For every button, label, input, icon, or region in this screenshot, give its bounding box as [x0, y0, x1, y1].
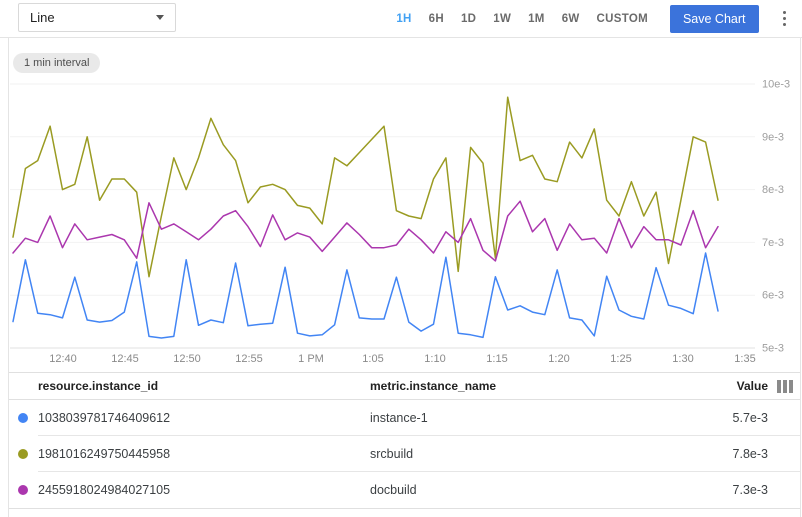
time-range-6w[interactable]: 6W	[561, 12, 580, 25]
svg-text:1:20: 1:20	[548, 353, 569, 365]
more-options-icon[interactable]	[777, 7, 793, 31]
column-header-instance-name: metric.instance_name	[370, 379, 497, 393]
time-range-1w[interactable]: 1W	[493, 12, 512, 25]
svg-text:12:55: 12:55	[235, 353, 263, 365]
series-color-dot	[18, 449, 28, 459]
svg-text:6e-3: 6e-3	[762, 290, 784, 302]
svg-text:1:35: 1:35	[734, 353, 755, 365]
svg-text:8e-3: 8e-3	[762, 184, 784, 196]
chart-toolbar: Line 1H 6H 1D 1W 1M 6W CUSTOM Save Chart	[0, 0, 802, 38]
column-header-instance-id: resource.instance_id	[38, 379, 159, 393]
cell-instance-id: 2455918024984027105	[38, 483, 171, 497]
chart-type-select[interactable]: Line	[18, 3, 176, 32]
series-line-instance-1	[12, 252, 719, 339]
svg-text:1:15: 1:15	[486, 353, 507, 365]
svg-text:1:10: 1:10	[424, 353, 445, 365]
save-chart-button[interactable]: Save Chart	[669, 4, 759, 33]
chevron-down-icon	[156, 15, 164, 20]
cell-value: 7.8e-3	[732, 447, 768, 461]
time-range-selector: 1H 6H 1D 1W 1M 6W CUSTOM	[396, 13, 648, 25]
svg-text:12:50: 12:50	[173, 353, 201, 365]
svg-text:10e-3: 10e-3	[762, 79, 790, 91]
toolbar-right-group: 1H 6H 1D 1W 1M 6W CUSTOM Save Chart	[396, 0, 792, 37]
svg-text:1:30: 1:30	[672, 353, 693, 365]
svg-text:7e-3: 7e-3	[762, 237, 784, 249]
card-right-border	[800, 38, 801, 517]
series-color-dot	[18, 413, 28, 423]
time-range-1m[interactable]: 1M	[528, 12, 545, 25]
svg-text:5e-3: 5e-3	[762, 343, 784, 355]
time-range-1h[interactable]: 1H	[396, 12, 412, 25]
series-line-docbuild	[12, 200, 719, 262]
time-range-1d[interactable]: 1D	[460, 12, 477, 25]
table-row-docbuild[interactable]: 2455918024984027105 docbuild 7.3e-3	[9, 472, 800, 508]
cell-instance-id: 1038039781746409612	[38, 411, 171, 425]
svg-text:1:05: 1:05	[362, 353, 383, 365]
column-header-value: Value	[736, 379, 768, 393]
svg-text:1 PM: 1 PM	[298, 353, 324, 365]
table-row-instance-1[interactable]: 1038039781746409612 instance-1 5.7e-3	[9, 400, 800, 436]
svg-text:12:40: 12:40	[49, 353, 77, 365]
cell-instance-name: srcbuild	[370, 447, 414, 461]
chart-gridlines	[10, 83, 755, 349]
series-line-srcbuild	[12, 96, 719, 278]
series-table: resource.instance_id metric.instance_nam…	[9, 372, 800, 517]
svg-text:1:25: 1:25	[610, 353, 631, 365]
line-chart[interactable]: 5e-3 6e-3 7e-3 8e-3 9e-3 10e-3 12:40 12:45 12:50…	[0, 73, 802, 373]
cell-instance-name: instance-1	[370, 411, 428, 425]
table-row-srcbuild[interactable]: 1981016249750445958 srcbuild 7.8e-3	[9, 436, 800, 472]
cell-instance-name: docbuild	[370, 483, 417, 497]
chart-type-value: Line	[30, 10, 55, 25]
svg-text:9e-3: 9e-3	[762, 131, 784, 143]
interval-badge: 1 min interval	[13, 53, 101, 73]
y-axis-labels: 5e-3 6e-3 7e-3 8e-3 9e-3 10e-3	[762, 79, 790, 355]
time-range-6h[interactable]: 6H	[428, 12, 444, 25]
cell-value: 7.3e-3	[732, 483, 768, 497]
cell-instance-id: 1981016249750445958	[38, 447, 171, 461]
x-axis-labels: 12:40 12:45 12:50 12:55 1 PM 1:05 1:10 1:15 1:20…	[49, 353, 755, 365]
series-color-dot	[18, 485, 28, 495]
card-left-border	[8, 38, 9, 517]
svg-text:12:45: 12:45	[111, 353, 139, 365]
cell-value: 5.7e-3	[732, 411, 768, 425]
column-selector-icon[interactable]	[774, 379, 793, 393]
series-table-body: 1038039781746409612 instance-1 5.7e-3 19810…	[9, 400, 800, 509]
time-range-custom[interactable]: CUSTOM	[596, 12, 648, 25]
series-table-header: resource.instance_id metric.instance_nam…	[9, 373, 800, 400]
